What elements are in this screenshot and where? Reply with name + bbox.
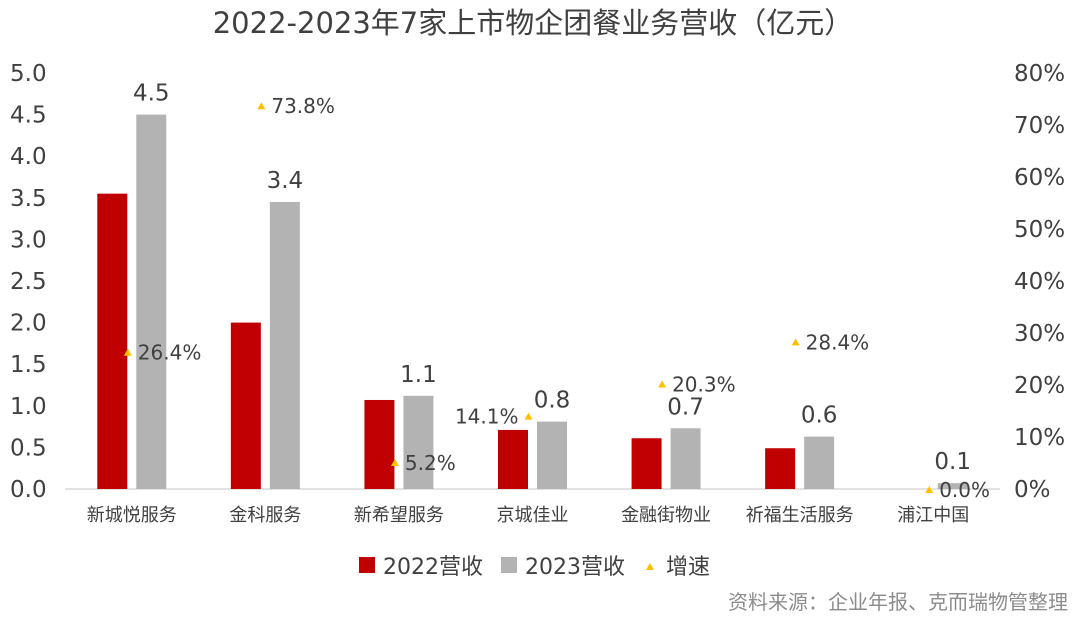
category-labels: 新城悦服务 金科服务 新希望服务 京城佳业 金融街物业 祈福生活服务 浦江中国	[87, 505, 969, 526]
left-tick-label: 1.0	[10, 394, 47, 420]
chart-title: 2022-2023年7家上市物企团餐业务营收（亿元）	[213, 6, 854, 40]
bar-2023-label: 3.4	[267, 168, 304, 194]
right-tick-label: 70%	[1014, 113, 1065, 139]
legend-swatch-2022	[359, 557, 375, 573]
left-tick-label: 1.5	[10, 352, 47, 378]
growth-label: 5.2%	[405, 451, 456, 475]
growth-label: 28.4%	[806, 330, 870, 354]
left-tick-label: 2.0	[10, 311, 47, 337]
bar-2023-label: 0.7	[667, 394, 704, 420]
category-label: 京城佳业	[497, 505, 569, 526]
left-tick-label: 3.5	[10, 186, 47, 212]
bar-2023	[136, 114, 167, 489]
left-tick-label: 2.5	[10, 269, 47, 295]
bar-2023-label: 4.5	[133, 81, 170, 107]
right-axis-ticks: 0% 10% 20% 30% 40% 50% 60% 70% 80%	[1014, 61, 1065, 503]
right-tick-label: 20%	[1014, 373, 1065, 399]
growth-marker	[791, 338, 800, 346]
category-label: 浦江中国	[897, 505, 969, 526]
right-tick-label: 0%	[1014, 477, 1051, 503]
growth-marker	[524, 412, 533, 420]
legend-swatch-2023	[501, 557, 517, 573]
legend: 2022营收 2023营收 增速	[359, 555, 710, 580]
growth-markers: 26.4% 73.8% 5.2% 14.1% 20.3% 28.4% 0.0%	[123, 94, 990, 502]
legend-label-2023: 2023营收	[525, 555, 625, 580]
source-note: 资料来源：企业年报、克而瑞物管整理	[728, 590, 1068, 614]
bar-2022	[631, 438, 662, 489]
bar-2023	[804, 436, 835, 489]
growth-marker	[257, 102, 266, 110]
right-tick-label: 30%	[1014, 321, 1065, 347]
right-tick-label: 40%	[1014, 269, 1065, 295]
bar-2023-label: 0.8	[534, 388, 571, 414]
bar-2023	[269, 201, 300, 489]
bar-2023	[403, 395, 434, 489]
bar-2022	[498, 429, 528, 489]
legend-marker-growth	[646, 563, 654, 570]
left-tick-label: 4.0	[10, 144, 47, 170]
right-tick-label: 10%	[1014, 425, 1065, 451]
category-label: 祈福生活服务	[746, 505, 854, 526]
bar-2022	[230, 322, 261, 489]
bars: 4.5 3.4 1.1 0.8 0.7 0.6 0.1	[97, 81, 971, 489]
bar-2022	[97, 193, 128, 489]
left-tick-label: 4.5	[10, 103, 47, 129]
growth-label: 14.1%	[455, 405, 519, 429]
bar-2022	[765, 448, 796, 489]
left-tick-label: 5.0	[10, 61, 47, 87]
bar-2023	[537, 421, 567, 489]
right-tick-label: 60%	[1014, 165, 1065, 191]
growth-marker	[658, 380, 667, 388]
category-label: 新希望服务	[354, 505, 444, 526]
bar-2023-label: 1.1	[400, 362, 437, 388]
right-tick-label: 50%	[1014, 217, 1065, 243]
category-label: 金融街物业	[621, 505, 711, 526]
legend-label-2022: 2022营收	[383, 555, 483, 580]
bar-2022	[364, 399, 395, 489]
right-tick-label: 80%	[1014, 61, 1065, 87]
bar-2023-label: 0.1	[934, 449, 971, 475]
bar-2023-label: 0.6	[801, 403, 838, 429]
left-tick-label: 3.0	[10, 227, 47, 253]
legend-label-growth: 增速	[666, 555, 710, 580]
growth-marker	[123, 348, 132, 356]
left-tick-label: 0.5	[10, 435, 47, 461]
growth-label: 73.8%	[271, 94, 335, 118]
growth-marker	[390, 458, 399, 466]
left-tick-label: 0.0	[10, 477, 47, 503]
bar-2023	[670, 428, 701, 489]
growth-marker	[925, 486, 934, 493]
growth-label: 20.3%	[672, 372, 736, 396]
category-label: 新城悦服务	[87, 505, 177, 526]
growth-label: 0.0%	[939, 478, 990, 502]
category-label: 金科服务	[229, 505, 301, 526]
growth-label: 26.4%	[138, 341, 202, 365]
left-axis-ticks: 0.0 0.5 1.0 1.5 2.0 2.5 3.0 3.5 4.0 4.5 5.0	[10, 61, 47, 503]
bar-2023	[937, 483, 968, 489]
